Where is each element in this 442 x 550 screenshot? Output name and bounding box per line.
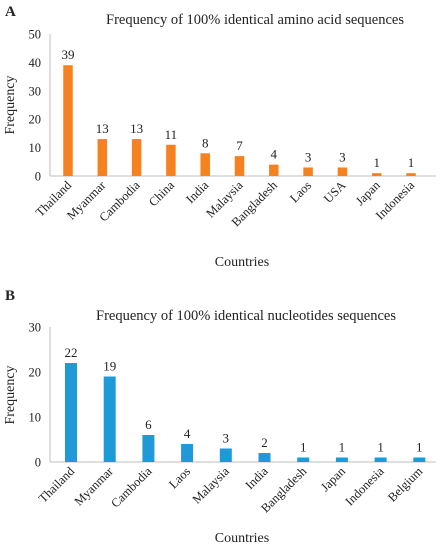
y-ticks: 0 10 20 30 xyxy=(29,321,42,470)
y-ticks: 0 10 20 30 40 50 xyxy=(29,28,42,184)
x-tick-label: India xyxy=(183,178,211,206)
x-tick-label: Japan xyxy=(353,178,384,209)
panel-label: A xyxy=(5,4,16,20)
data-label: 11 xyxy=(165,127,178,142)
data-label: 22 xyxy=(65,345,78,360)
data-label: 4 xyxy=(184,426,191,441)
y-tick-label: 10 xyxy=(29,141,42,155)
data-label: 4 xyxy=(271,147,278,162)
bar-japan xyxy=(371,173,382,176)
bars xyxy=(65,363,426,462)
bar-laos xyxy=(303,167,313,176)
data-label: 2 xyxy=(261,435,268,450)
bar-japan xyxy=(335,457,348,462)
data-label: 1 xyxy=(377,440,384,455)
bar-india xyxy=(200,153,210,176)
bar-china xyxy=(166,144,176,176)
data-label: 1 xyxy=(416,440,423,455)
data-label: 39 xyxy=(62,47,75,62)
bar-cambodia xyxy=(142,435,155,462)
panel-label: B xyxy=(5,288,15,304)
bar-bangladesh xyxy=(297,457,310,462)
data-label: 7 xyxy=(236,138,243,153)
data-label: 19 xyxy=(103,359,116,374)
data-label: 3 xyxy=(305,149,312,164)
y-tick-label: 40 xyxy=(29,56,42,70)
x-tick-label: Belgium xyxy=(385,464,426,505)
bar-indonesia xyxy=(374,457,387,462)
x-tick-label: India xyxy=(243,464,271,492)
bar-laos xyxy=(181,444,194,462)
bar-cambodia xyxy=(131,139,142,176)
x-tick-label: Japan xyxy=(318,464,349,495)
x-tick-label: USA xyxy=(321,178,349,206)
y-tick-label: 30 xyxy=(29,84,42,98)
y-tick-label: 30 xyxy=(29,321,42,335)
chart-panel-a: A Frequency of 100% identical amino acid… xyxy=(3,4,436,270)
bar-india xyxy=(258,453,271,462)
chart-title: Frequency of 100% identical nucleotides … xyxy=(96,308,396,324)
y-axis-title: Frequency xyxy=(3,75,18,134)
x-tick-label: Laos xyxy=(287,178,314,205)
x-tick-label: Laos xyxy=(166,464,193,491)
bar-belgium xyxy=(413,457,426,462)
y-tick-label: 0 xyxy=(35,170,41,184)
data-label: 8 xyxy=(202,135,209,150)
y-tick-label: 50 xyxy=(29,28,42,42)
x-axis-title: Countries xyxy=(215,255,269,270)
y-axis-title: Frequency xyxy=(3,365,18,424)
data-label: 1 xyxy=(339,440,346,455)
chart-title: Frequency of 100% identical amino acid s… xyxy=(106,12,404,28)
x-tick-label: Indonesia xyxy=(373,178,418,223)
bar-thailand xyxy=(65,363,77,462)
y-tick-label: 20 xyxy=(29,113,42,127)
bar-malaysia xyxy=(234,156,245,176)
data-labels: 22 19 6 4 3 2 1 1 1 1 xyxy=(65,345,423,455)
x-tick-label: Indonesia xyxy=(342,464,387,509)
bar-malaysia xyxy=(219,448,232,462)
bars xyxy=(63,65,416,176)
bar-usa xyxy=(337,167,348,176)
data-label: 13 xyxy=(130,121,143,136)
data-label: 6 xyxy=(145,417,152,432)
data-label: 3 xyxy=(223,431,230,446)
data-label: 1 xyxy=(300,440,307,455)
x-tick-label: China xyxy=(146,178,177,209)
y-tick-label: 0 xyxy=(35,456,41,470)
data-label: 13 xyxy=(96,121,109,136)
y-tick-label: 10 xyxy=(29,411,42,425)
x-axis-title: Countries xyxy=(215,531,269,546)
data-label: 1 xyxy=(373,155,380,170)
chart-panel-b: B Frequency of 100% identical nucleotide… xyxy=(3,288,436,546)
bar-myanmar xyxy=(103,376,116,462)
bar-indonesia xyxy=(406,173,416,176)
bar-bangladesh xyxy=(269,164,279,176)
x-tick-label: Malaysia xyxy=(190,464,233,507)
bar-thailand xyxy=(63,65,73,176)
y-tick-label: 20 xyxy=(29,366,42,380)
bar-myanmar xyxy=(97,139,108,176)
data-label: 3 xyxy=(339,149,346,164)
data-label: 1 xyxy=(408,155,415,170)
x-tick-label: Cambodia xyxy=(108,464,155,511)
